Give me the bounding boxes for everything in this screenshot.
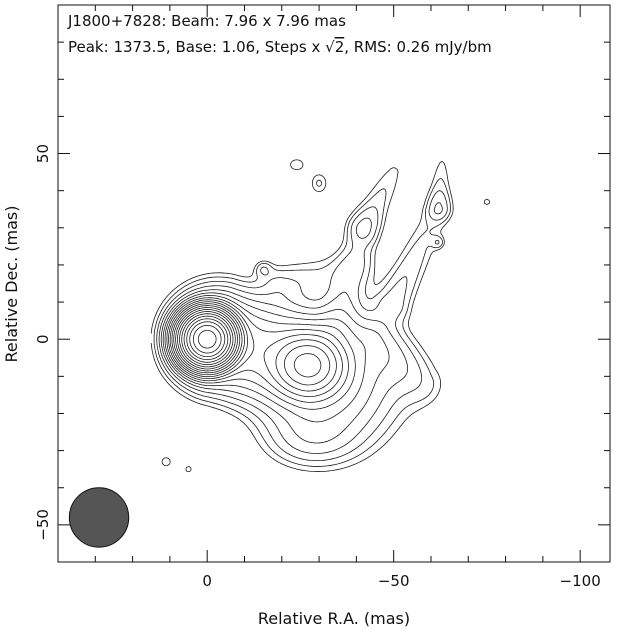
header-line-2: Peak: 1373.5, Base: 1.06, Steps x √2, RM… (68, 38, 492, 56)
contour-level (189, 321, 226, 358)
contour-level (181, 313, 234, 366)
beam-ellipse (68, 487, 130, 548)
contour-level (173, 305, 322, 378)
svg-text:Peak: 1373.5, Base: 1.06, Step: Peak: 1373.5, Base: 1.06, Steps x √2, RM… (68, 38, 492, 56)
contour-level (171, 303, 331, 386)
contour-level (177, 309, 238, 370)
contour-level (160, 289, 390, 444)
contour-level (158, 202, 443, 454)
contour-level (179, 311, 236, 368)
x-tick-labels: 0 −50 −100 (202, 572, 600, 590)
y-axis-label: Relative Dec. (mas) (2, 206, 21, 363)
y-tick-label: −50 (34, 509, 52, 541)
sqrt-arg: 2 (335, 38, 345, 56)
y-tick-label: 0 (34, 334, 52, 344)
contour-level (183, 315, 231, 363)
x-axis-label: Relative R.A. (mas) (258, 609, 410, 628)
contour-level (156, 190, 448, 462)
contour-level (186, 318, 229, 361)
x-axis-ticks (57, 5, 581, 562)
contour-level (192, 324, 222, 354)
contour-level (150, 159, 490, 472)
contour-level (168, 299, 343, 397)
header-line-2-pre: Peak: 1373.5, Base: 1.06, Steps x (68, 38, 325, 56)
sqrt-symbol: √ (325, 38, 335, 56)
header-line-1: J1800+7828: Beam: 7.96 x 7.96 mas (67, 12, 346, 30)
contour-lines (150, 159, 490, 473)
plot-frame (57, 4, 611, 563)
contour-level (175, 307, 241, 372)
contour-level (162, 292, 366, 423)
y-tick-label: 50 (34, 144, 52, 163)
y-axis-ticks (58, 4, 610, 563)
contour-level (153, 178, 451, 467)
y-tick-labels: −50 0 50 (34, 144, 52, 541)
contour-level (166, 297, 349, 403)
negative-contour (161, 457, 192, 473)
x-tick-label: −100 (560, 572, 601, 590)
x-tick-label: −50 (378, 572, 410, 590)
x-tick-label: 0 (202, 572, 212, 590)
contour-level (164, 295, 356, 410)
contour-level (169, 301, 337, 392)
header-line-2-post: , RMS: 0.26 mJy/bm (344, 38, 492, 56)
contour-level (197, 329, 217, 349)
